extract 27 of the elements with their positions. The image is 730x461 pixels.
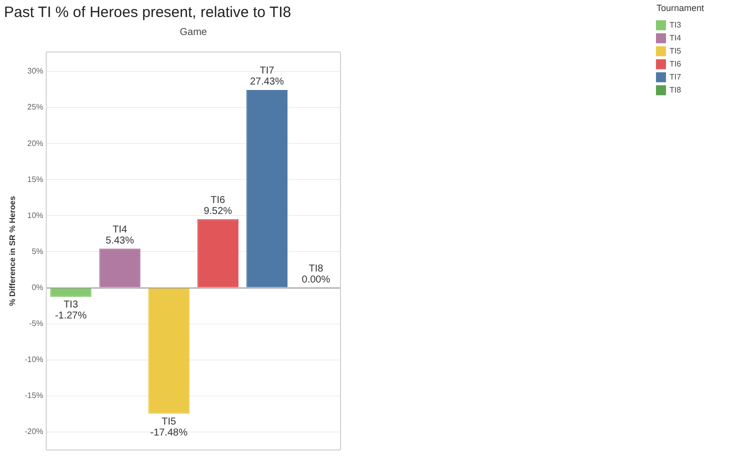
data-label: -1.27% [54,310,87,322]
legend-label: TI7 [669,72,682,82]
y-tick-label: 10% [27,210,44,220]
y-tick-label: -5% [29,319,44,328]
y-tick-label: -15% [24,391,44,400]
y-tick-label: 0% [32,282,44,292]
legend-label: TI8 [669,86,682,95]
data-label: 5.43% [106,235,134,246]
text: Game [180,26,208,38]
data-label: 0.00% [302,274,330,286]
y-tick-label: 15% [27,174,44,184]
y-tick-label: 20% [27,138,44,148]
y-tick-label: 5% [32,246,44,256]
data-label: 9.52% [204,206,232,217]
y-tick-label: 30% [27,66,44,76]
data-label: 27.43% [250,76,284,88]
y-tick-label: 25% [27,102,44,112]
legend-label: TI3 [669,20,682,30]
legend-label: TI6 [669,60,682,69]
data-label: -17.48% [150,428,188,439]
y-axis-title: % Difference in SR % Heroes [8,196,18,306]
chart-title: Past TI % of Heroes present, relative to TI8 [4,4,292,22]
y-tick-label: -20% [24,427,44,436]
legend-title: Tournament [656,2,704,13]
y-tick-label: -10% [24,355,44,364]
legend-label: TI5 [669,46,682,56]
legend-label: TI4 [669,34,682,43]
